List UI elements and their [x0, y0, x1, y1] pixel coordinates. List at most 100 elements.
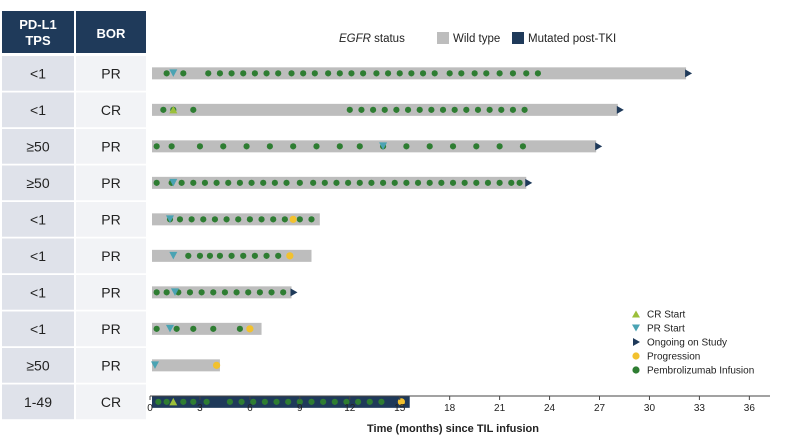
infusion-dot	[210, 325, 217, 332]
infusion-dot	[155, 398, 162, 405]
x-tick-label: 33	[694, 403, 706, 414]
infusion-dot	[283, 179, 290, 186]
infusion-dot	[173, 325, 180, 332]
x-tick-label: 15	[394, 403, 406, 414]
infusion-dot	[358, 106, 365, 113]
bor-value: CR	[101, 102, 121, 118]
infusion-dot	[521, 106, 528, 113]
infusion-dot	[258, 216, 265, 223]
infusion-dot	[266, 143, 273, 150]
infusion-dot	[228, 70, 235, 77]
infusion-dot	[414, 179, 422, 186]
infusion-dot	[384, 70, 392, 77]
infusion-dot	[236, 179, 244, 186]
pr-start-marker	[165, 324, 174, 333]
legend-cr-start-symbol	[632, 310, 640, 318]
infusion-dot	[236, 325, 244, 332]
infusion-dot	[196, 143, 204, 150]
infusion-dot	[226, 398, 234, 405]
infusion-dot	[238, 398, 245, 405]
status-legend-label: Mutated post-TKI	[528, 33, 616, 45]
status-legend-swatch	[512, 32, 524, 44]
infusion-dot	[534, 70, 542, 77]
infusion-dot	[216, 70, 224, 77]
infusion-dot	[213, 179, 220, 186]
tps-cell	[2, 238, 74, 274]
infusion-dot	[251, 70, 258, 77]
ongoing-arrow	[290, 288, 298, 297]
header-bor: BOR	[97, 26, 127, 41]
tps-value: <1	[30, 102, 46, 118]
pr-start-marker	[379, 142, 388, 150]
infusion-dot	[356, 179, 363, 186]
infusion-dot	[280, 289, 287, 296]
infusion-dot	[366, 398, 373, 405]
tps-cell	[2, 311, 74, 347]
infusion-dot	[261, 398, 268, 405]
infusion-dot	[471, 70, 478, 77]
infusion-dot	[463, 106, 470, 113]
infusion-dot	[263, 70, 270, 77]
patient-bar	[152, 67, 687, 80]
infusion-dot	[508, 179, 515, 186]
event-legend-label: CR Start	[647, 310, 686, 321]
infusion-dot	[190, 106, 197, 113]
infusion-dot	[509, 70, 517, 77]
infusion-dot	[270, 216, 277, 223]
tps-value: ≥50	[26, 138, 49, 154]
ongoing-arrow	[616, 105, 624, 114]
infusion-dot	[321, 179, 328, 186]
infusion-dot	[391, 179, 398, 186]
progression-dot	[212, 361, 221, 369]
event-legend-label: Progression	[647, 352, 700, 363]
infusion-dot	[263, 252, 270, 259]
pr-start-marker	[169, 178, 178, 187]
tps-cell	[2, 348, 74, 383]
tps-cell	[2, 202, 74, 237]
infusion-dot	[458, 70, 465, 77]
infusion-dot	[381, 106, 388, 113]
infusion-dot	[473, 179, 480, 186]
infusion-dot	[205, 70, 212, 77]
infusion-dot	[378, 398, 385, 405]
infusion-dot	[346, 106, 353, 113]
infusion-dot	[190, 398, 197, 405]
infusion-dot	[419, 70, 427, 77]
bor-cell	[76, 92, 146, 128]
tps-cell	[2, 165, 74, 201]
tps-cell	[2, 275, 74, 310]
bor-cell	[76, 238, 146, 274]
bor-cell	[76, 384, 146, 420]
infusion-dot	[235, 216, 242, 223]
x-tick-label: 3	[197, 403, 203, 414]
event-legend-label: PR Start	[647, 324, 685, 335]
infusion-dot	[190, 179, 197, 186]
infusion-dot	[211, 216, 219, 223]
header-tps-line1: PD-L1	[19, 17, 57, 32]
infusion-dot	[153, 143, 160, 150]
x-tick-label: 0	[147, 403, 153, 414]
infusion-dot	[201, 179, 209, 186]
bor-cell	[76, 275, 146, 310]
event-legend-label: Ongoing on Study	[647, 338, 727, 349]
infusion-dot	[203, 398, 210, 405]
bor-cell	[76, 311, 146, 347]
infusion-dot	[180, 398, 187, 405]
infusion-dot	[473, 143, 480, 150]
pr-start-marker	[169, 251, 178, 260]
infusion-dot	[523, 70, 530, 77]
infusion-dot	[273, 398, 280, 405]
infusion-dot	[206, 252, 214, 259]
infusion-dot	[345, 179, 352, 186]
infusion-dot	[308, 398, 315, 405]
status-legend-label: Wild type	[453, 33, 500, 45]
infusion-dot	[360, 70, 367, 77]
infusion-dot	[246, 216, 253, 223]
infusion-dot	[228, 252, 235, 259]
bor-value: PR	[101, 357, 120, 373]
ongoing-arrow	[525, 178, 533, 187]
infusion-dot	[474, 106, 482, 113]
x-tick-label: 12	[344, 403, 356, 414]
infusion-dot	[484, 179, 492, 186]
tps-value: <1	[30, 65, 46, 81]
